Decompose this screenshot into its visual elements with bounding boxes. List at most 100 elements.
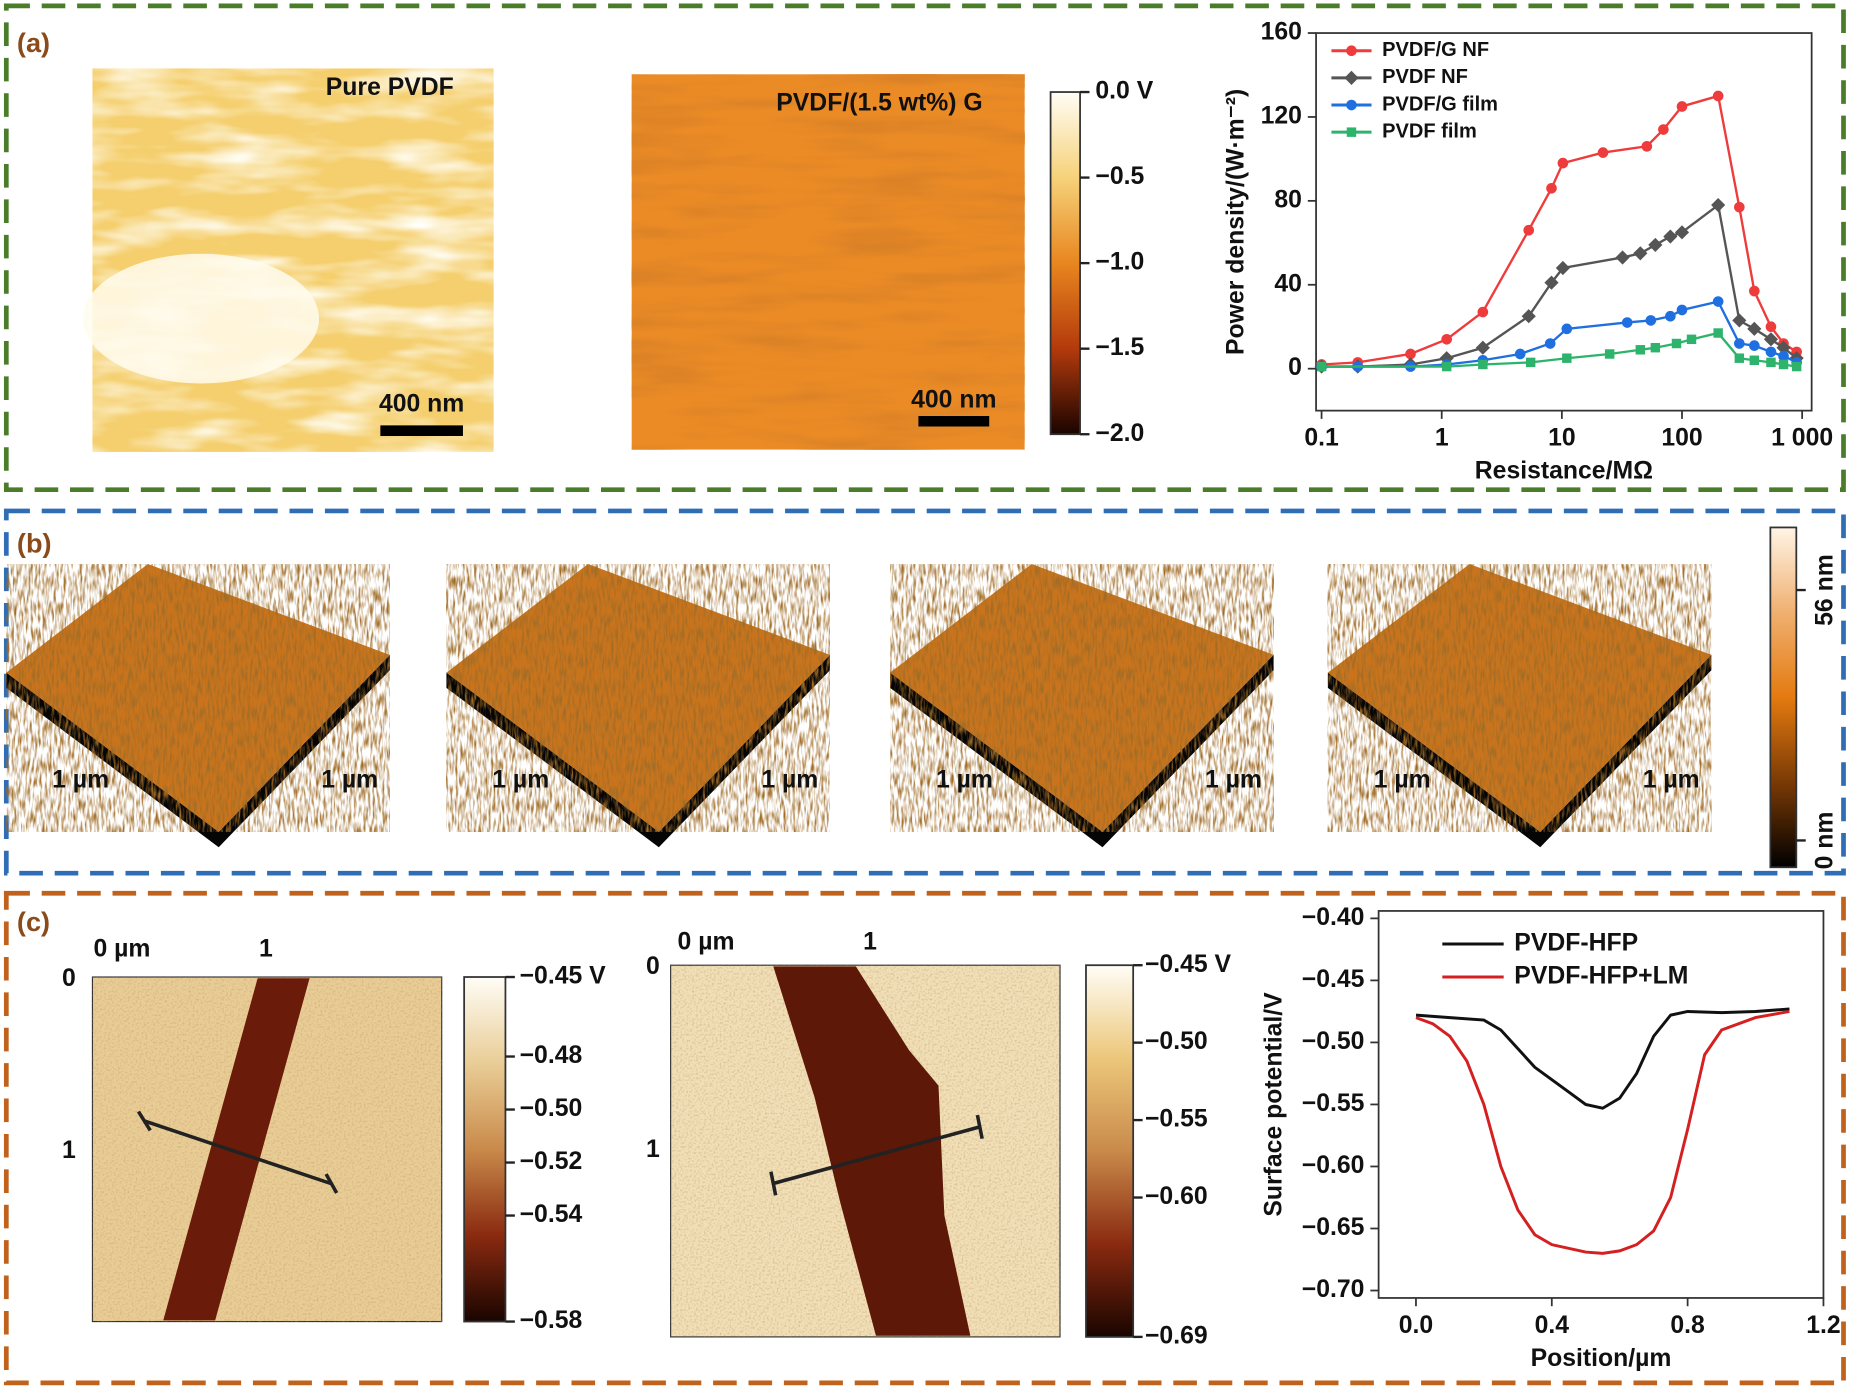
marker (1441, 361, 1452, 372)
tick-label: −0.50 (520, 1095, 583, 1122)
marker (1713, 328, 1723, 338)
marker (1671, 338, 1682, 349)
axis-label: 0 µm (93, 935, 150, 962)
x-tick-label: 1 (1435, 424, 1449, 451)
y-tick-label: −0.40 (1302, 904, 1365, 931)
afm-image: Pure PVDF 400 nm (83, 68, 494, 452)
afm-image: PVDF/(1.5 wt%) G 400 nm (631, 74, 1025, 450)
y-tick-label: 0 (1288, 354, 1302, 381)
y-axis-title: Surface potential/V (1260, 992, 1287, 1217)
axis-label: 1 (646, 1136, 660, 1163)
marker (1711, 197, 1726, 213)
tick-label: −0.45 V (1145, 951, 1232, 978)
marker (1346, 127, 1357, 137)
marker (1645, 315, 1657, 326)
panel-frame (3, 890, 1846, 1386)
panel-label: (a) (17, 27, 50, 58)
scale-bar-label: 400 nm (379, 390, 464, 417)
legend-label: PVDF NF (1382, 66, 1468, 88)
axis-label: 0 µm (678, 928, 735, 955)
x-tick-label: 0.1 (1304, 424, 1339, 451)
marker (1734, 353, 1745, 363)
marker (1546, 182, 1557, 194)
tick-label: −0.55 (1145, 1106, 1208, 1133)
axis-label: 1 (259, 935, 273, 962)
series-line (1321, 94, 1798, 366)
y-tick-label: 40 (1274, 270, 1302, 297)
marker (1676, 101, 1688, 112)
marker (1621, 317, 1633, 328)
legend-label: PVDF film (1382, 120, 1477, 142)
image-label: Pure PVDF (326, 74, 454, 101)
surface-group: 1 µm 1 µm 1 µm 1 µm 1 µm 1 µm 1 µm 1 µm (6, 564, 1712, 848)
tick-label: −0.5 (1095, 163, 1144, 190)
marker (1641, 141, 1653, 152)
x-axis-title: Resistance/MΩ (1475, 458, 1653, 485)
tick-label: 56 nm (1811, 554, 1838, 626)
marker (1765, 346, 1777, 358)
marker (1766, 357, 1776, 368)
x-tick-label: 100 (1661, 424, 1702, 451)
surface-texture (1327, 564, 1712, 832)
x-tick-label: 1.2 (1806, 1312, 1840, 1339)
panel-frame (3, 508, 1846, 876)
marker (1597, 147, 1609, 158)
marker (1346, 45, 1357, 57)
surface-texture (890, 564, 1274, 832)
axis-label: 1 µm (321, 767, 378, 794)
colorbar (1769, 526, 1798, 869)
x-tick-label: 0.0 (1399, 1312, 1433, 1339)
marker (1765, 321, 1777, 333)
marker (1778, 350, 1789, 362)
tick-label: −0.48 (520, 1042, 583, 1069)
marker (1544, 338, 1556, 349)
y-tick-label: 80 (1274, 186, 1302, 213)
marker (1734, 201, 1745, 213)
surface-texture (446, 564, 830, 832)
axis-label: 1 (863, 928, 877, 955)
scale-bar-label: 400 nm (911, 387, 996, 414)
marker (1749, 355, 1760, 366)
tick-label: −0.69 (1145, 1322, 1208, 1349)
tick-label: −1.0 (1095, 249, 1144, 276)
axis-label: 1 µm (52, 767, 109, 794)
marker (1734, 338, 1745, 349)
panel-label: (c) (17, 906, 50, 937)
y-tick-label: −0.60 (1302, 1152, 1365, 1179)
axis-label: 0 (62, 965, 76, 992)
x-tick-label: 0.8 (1670, 1312, 1705, 1339)
panel-frame (3, 3, 1846, 493)
marker (1521, 309, 1536, 324)
marker (1441, 333, 1452, 345)
marker (1477, 306, 1489, 318)
y-tick-label: −0.50 (1302, 1028, 1365, 1055)
marker (1665, 310, 1676, 322)
axis-label: 1 µm (936, 767, 993, 794)
marker (1604, 349, 1615, 359)
marker (1561, 323, 1573, 335)
marker (1778, 359, 1789, 370)
y-tick-label: 160 (1261, 19, 1302, 46)
axis-label: 1 µm (1374, 767, 1431, 794)
marker (1663, 229, 1678, 244)
tick-label: −0.60 (1145, 1183, 1208, 1210)
plot-frame (1315, 32, 1813, 412)
y-tick-label: −0.55 (1302, 1090, 1365, 1117)
marker (1346, 99, 1357, 111)
axis-label: 0 (646, 953, 660, 980)
marker (1475, 340, 1490, 355)
marker (1316, 361, 1327, 372)
x-axis-title: Position/µm (1531, 1345, 1672, 1372)
marker (1557, 157, 1569, 169)
series-line (1321, 331, 1797, 368)
marker (1635, 345, 1646, 355)
marker (1658, 124, 1669, 135)
surface-texture (6, 564, 390, 832)
tick-label: −0.50 (1145, 1028, 1208, 1055)
tick-label: −0.52 (520, 1148, 583, 1175)
tick-label: −2.0 (1095, 420, 1144, 447)
marker (1514, 348, 1526, 360)
y-tick-label: 120 (1261, 102, 1302, 129)
x-tick-label: 10 (1548, 424, 1576, 451)
marker (1562, 353, 1572, 363)
